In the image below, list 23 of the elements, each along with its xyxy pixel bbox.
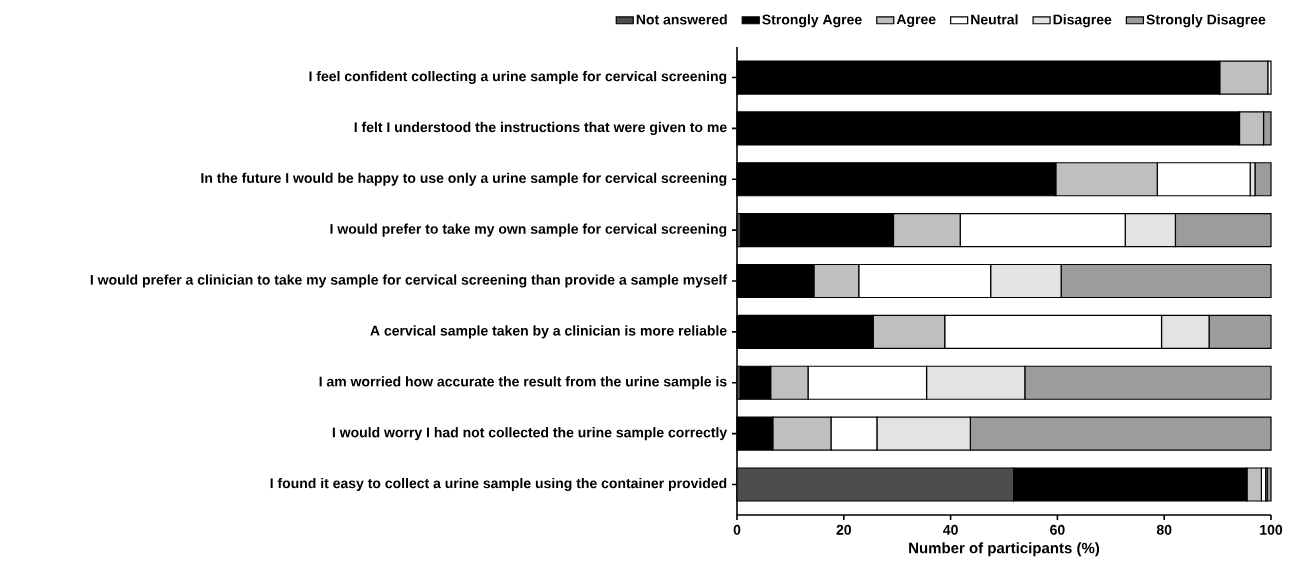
bar: [1254, 162, 1272, 197]
x-axis-title: Number of participants (%): [909, 542, 1100, 557]
y-tick-label: I would prefer a clinician to take my sample for cervical screening than provide a sample myself: [90, 274, 728, 288]
legend-label: Agree: [896, 14, 936, 28]
x-tick-label: 80: [1156, 524, 1172, 535]
x-tick-label: 20: [836, 524, 852, 535]
y-tick-label: In the future I would be happy to use only a urine sample for cervical screening: [201, 172, 727, 186]
legend-label: Strongly Disagree: [1146, 14, 1266, 28]
legend-label: Not answered: [636, 14, 727, 25]
y-tick-label: I am worried how accurate the result from the urine sample is: [319, 376, 727, 390]
x-tick-label: 60: [1050, 524, 1065, 535]
x-tick-label: 0: [733, 524, 741, 535]
y-tick-label: I would worry I had not collected the urine sample correctly: [332, 427, 728, 441]
legend-label: Strongly Agree: [762, 14, 862, 28]
y-tick-label: I feel confident collecting a urine sample for cervical screening: [309, 70, 727, 85]
legend-label: Disagree: [1053, 14, 1112, 28]
x-tick-label: 40: [943, 524, 958, 535]
y-tick-label: I found it easy to collect a urine sample using the container provided: [270, 477, 727, 492]
x-tick-label: 100: [1260, 524, 1283, 535]
legend-label: Neutral: [971, 14, 1018, 25]
y-tick-label: A cervical sample taken by a clinician is more reliable: [370, 325, 727, 339]
y-tick-label: I felt I understood the instructions that were given to me: [354, 121, 727, 135]
y-tick-label: I would prefer to take my own sample for cervical screening: [330, 223, 727, 237]
